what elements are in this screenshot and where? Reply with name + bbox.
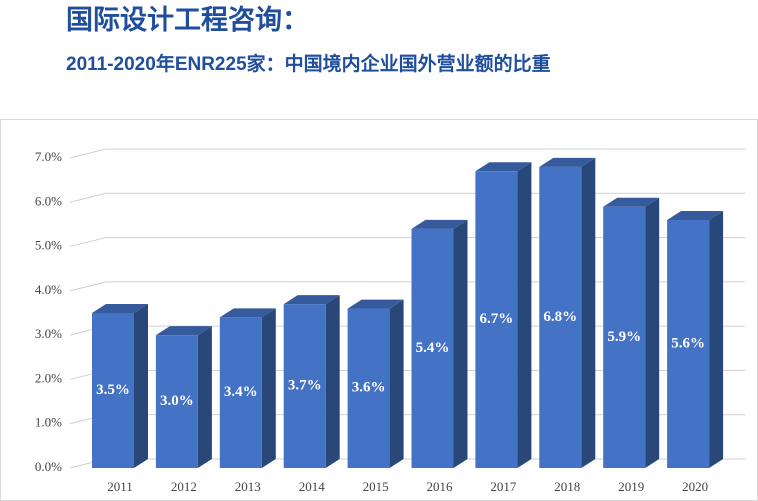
bar-side (389, 299, 404, 468)
y-tick-label: 6.0% (35, 193, 62, 208)
x-tick-label: 2014 (299, 479, 326, 494)
data-label: 6.8% (543, 309, 577, 325)
bar-top (411, 219, 468, 229)
x-tick-label: 2017 (490, 479, 517, 494)
x-tick-label: 2013 (235, 479, 261, 494)
data-label: 5.4% (416, 340, 450, 356)
grid-line (69, 148, 107, 159)
chart-subtitle: 2011-2020年ENR225家：中国境内企业国外营业额的比重 (66, 52, 551, 75)
bar (155, 335, 198, 468)
bar-top (603, 197, 660, 207)
x-tick-label: 2012 (171, 479, 197, 494)
grid-line (69, 281, 107, 292)
bar (475, 171, 518, 469)
x-tick-label: 2018 (554, 479, 580, 494)
bar-side (325, 295, 340, 468)
data-label: 6.7% (480, 311, 514, 327)
bar-top (347, 299, 404, 309)
grid-line (69, 237, 107, 248)
x-tick-label: 2016 (427, 479, 454, 494)
data-label: 3.0% (160, 393, 194, 409)
y-tick-label: 7.0% (35, 149, 62, 164)
bar-side (581, 157, 596, 468)
y-tick-label: 1.0% (35, 415, 62, 430)
bar-side (645, 197, 660, 468)
bar (283, 304, 326, 468)
chart-title: 国际设计工程咨询： (66, 5, 309, 35)
bar (219, 317, 262, 468)
bar-top (219, 308, 276, 318)
data-label: 5.9% (607, 329, 641, 345)
y-tick-label: 3.0% (35, 326, 62, 341)
y-tick-label: 2.0% (35, 370, 62, 385)
bar-side (517, 162, 532, 469)
bar-side (134, 304, 148, 468)
bar-top (155, 326, 212, 336)
bar-side (709, 211, 724, 468)
bar (539, 166, 582, 468)
bar-side (261, 308, 276, 468)
x-tick-label: 2015 (363, 479, 389, 494)
bar-top (92, 304, 148, 313)
data-label: 3.7% (288, 378, 322, 394)
x-tick-label: 2020 (682, 479, 708, 494)
bar (411, 228, 454, 468)
y-tick-label: 0.0% (35, 459, 62, 474)
grid-line (69, 192, 107, 203)
bar (347, 308, 390, 468)
bar-top (283, 295, 340, 305)
y-tick-label: 5.0% (35, 238, 62, 253)
bar (667, 220, 710, 468)
data-label: 3.6% (352, 380, 386, 396)
bar-side (197, 326, 212, 468)
bar (603, 206, 646, 468)
x-tick-label: 2019 (618, 479, 644, 494)
data-label: 5.6% (671, 335, 705, 351)
data-label: 3.4% (224, 384, 258, 400)
data-label: 3.5% (96, 382, 130, 398)
bar-side (453, 219, 468, 468)
bar-top (667, 211, 724, 220)
bar-top (539, 157, 596, 167)
y-tick-label: 4.0% (35, 282, 62, 297)
x-tick-label: 2011 (107, 479, 133, 494)
bar (92, 313, 134, 468)
bar-top (475, 162, 532, 172)
